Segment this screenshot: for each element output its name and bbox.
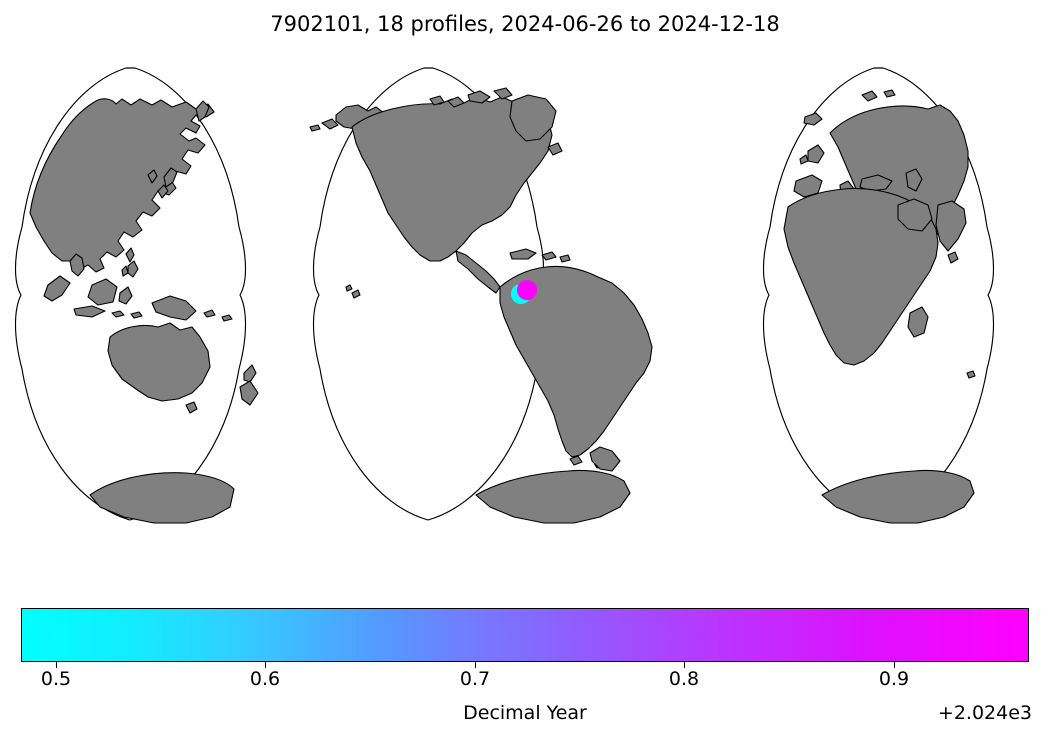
profile-markers <box>511 280 537 304</box>
profile-marker-late <box>517 280 537 300</box>
colorbar-axes <box>21 608 1029 662</box>
colorbar-tick-label: 0.6 <box>249 668 281 690</box>
colorbar-tick-label: 0.8 <box>668 668 700 690</box>
colorbar-tick-mark <box>265 662 266 668</box>
colorbar-axis-label: Decimal Year <box>463 702 587 724</box>
map-axes <box>0 55 1050 535</box>
map-lobe-americas <box>309 67 653 524</box>
colorbar-tick-group: 0.5 0.6 0.7 0.8 0.9 <box>0 662 1050 702</box>
colorbar-tick-mark <box>56 662 57 668</box>
colorbar-gradient[interactable] <box>21 608 1029 662</box>
colorbar-offset-text: +2.024e3 <box>937 702 1032 724</box>
colorbar-tick-mark <box>684 662 685 668</box>
colorbar-tick-mark <box>894 662 895 668</box>
colorbar-tick-label: 0.7 <box>459 668 491 690</box>
lobe-outline-asia <box>14 67 247 521</box>
colorbar-tick-label: 0.9 <box>878 668 910 690</box>
coastline-asia <box>29 98 259 524</box>
coastline-africa <box>783 89 976 524</box>
page-title: 7902101, 18 profiles, 2024-06-26 to 2024… <box>270 12 780 36</box>
colorbar-tick-label: 0.5 <box>40 668 72 690</box>
lobe-outline-americas <box>312 67 545 521</box>
map-lobe-asia <box>14 67 259 524</box>
map-lobe-africa <box>762 67 995 524</box>
coastline-americas <box>309 87 653 524</box>
goode-homolosine-map <box>14 67 995 524</box>
colorbar-tick-mark <box>475 662 476 668</box>
